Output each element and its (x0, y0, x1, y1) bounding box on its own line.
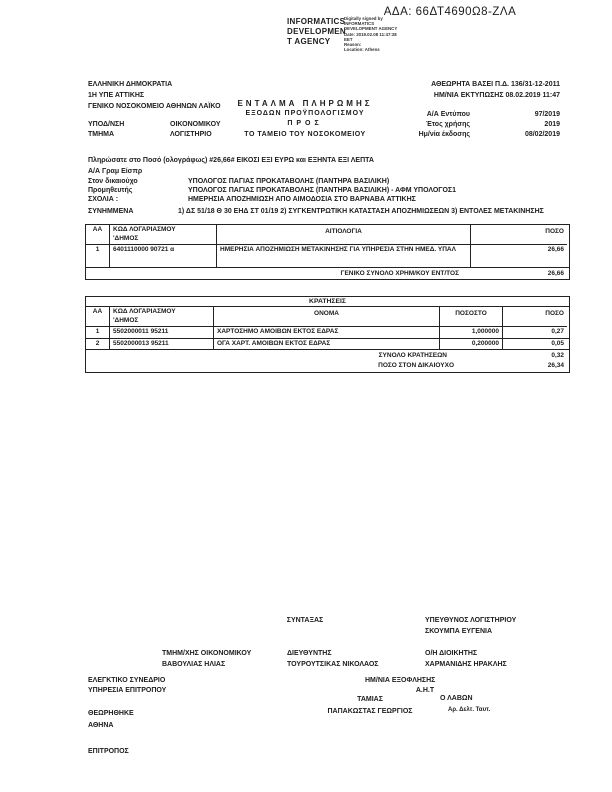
col-amount: ΠΟΣΟ (503, 307, 567, 327)
receiver-id-label: Αρ. Δελτ. Ταυτ. (448, 707, 491, 713)
governor-label: Ο/Η ΔΙΟΙΚΗΤΗΣ (425, 650, 478, 657)
department-value: ΛΟΓΙΣΤΗΡΙΟ (170, 131, 212, 138)
deduction-row-aa: 2 (86, 339, 110, 350)
deductions-title: ΚΡΑΤΗΣΕΙΣ (86, 297, 569, 307)
expense-total-label: ΓΕΝΙΚΟ ΣΥΝΟΛΟ ΧΡΗΜ/ΚΟΥ ΕΝΤ/ΤΟΣ (340, 270, 459, 277)
col-percentage: ΠΟΣΟΣΤΟ (440, 307, 503, 327)
accounting-head-label: ΥΠΕΥΘΥΝΟΣ ΛΟΓΙΣΤΗΡΙΟΥ (425, 617, 517, 624)
signature-stamp-agency: INFORMATICS DEVELOPMEN T AGENCY (287, 17, 347, 46)
deduction-row-code: 5502000013 95211 (110, 339, 214, 350)
col-amount: ΠΟΣΟ (471, 225, 567, 245)
deduction-row-name: ΟΓΑ ΧΑΡΤ. ΑΜΟΙΒΩΝ ΕΚΤΟΣ ΕΔΡΑΣ (214, 339, 440, 350)
deduction-row-aa: 1 (86, 327, 110, 338)
audit-court-line1: ΕΛΕΓΚΤΙΚΟ ΣΥΝΕΔΡΙΟ (88, 677, 166, 684)
finance-section-head-name: ΒΑΒΟΥΛΙΑΣ ΗΛΙΑΣ (162, 661, 226, 668)
supplier-value: ΥΠΟΛΟΓΟΣ ΠΑΓΙΑΣ ΠΡΟΚΑΤΑΒΟΛΗΣ (ΠΑΝΤΗΡΑ ΒΑ… (188, 187, 457, 194)
governor-name: ΧΑΡΜΑΝΙΔΗΣ ΗΡΑΚΛΗΣ (425, 661, 507, 668)
payoff-date-label: ΗΜ/ΝΙΑ ΕΞΟΦΛΗΣΗΣ (365, 677, 436, 684)
subdirectorate-value: ΟΙΚΟΝΟΜΙΚΟΥ (170, 121, 221, 128)
deduction-row-name: ΧΑΡΤΟΣΗΜΟ ΑΜΟΙΒΩΝ ΕΚΤΟΣ ΕΔΡΑΣ (214, 327, 440, 338)
col-aa: ΑΑ (86, 307, 110, 327)
expense-total-box: ΓΕΝΙΚΟ ΣΥΝΟΛΟ ΧΡΗΜ/ΚΟΥ ΕΝΤ/ΤΟΣ 26,66 (85, 267, 570, 280)
col-justification: ΑΙΤΙΟΛΟΓΙΑ (217, 225, 471, 245)
deduction-row-pct: 0,200000 (440, 339, 503, 350)
finance-section-head-label: ΤΜΗΜ/ΧΗΣ ΟΙΚΟΝΟΜΙΚΟΥ (162, 650, 252, 657)
comments-value: ΗΜΕΡΗΣΙΑ ΑΠΟΖΗΜΙΩΣΗ ΑΠΟ ΑΙΜΟΔΟΣΙΑ ΣΤΟ ΒΑ… (188, 196, 416, 203)
deduction-row-amount: 0,05 (551, 340, 564, 347)
deductions-table: ΚΡΑΤΗΣΕΙΣ ΑΑ ΚΩΔ ΛΟΓΑΡΙΑΣΜΟΥ 'ΔΗΜΟΣ ΟΝΟΜ… (85, 296, 570, 351)
drafter-label: ΣΥΝΤΑΞΑΣ (286, 617, 324, 624)
cashier-name: ΠΑΠΑΚΩΣΤΑΣ ΓΕΩΡΓΙΟΣ (327, 708, 413, 715)
deduction-row: 1 5502000011 95211 ΧΑΡΤΟΣΗΜΟ ΑΜΟΙΒΩΝ ΕΚΤ… (86, 327, 569, 339)
expense-row-aa: 1 (86, 245, 110, 268)
deductions-total-value: 0,32 (551, 352, 564, 359)
cashier-label: ΤΑΜΙΑΣ (357, 696, 383, 703)
col-account-code: ΚΩΔ ΛΟΓΑΡΙΑΣΜΟΥ 'ΔΗΜΟΣ (110, 225, 217, 245)
expense-row-code: 6401110000 90721 α (110, 245, 217, 268)
signature-stamp-details: Digitally signed by INFORMATICS DEVELOPM… (344, 16, 398, 53)
expense-table-header: ΑΑ ΚΩΔ ΛΟΓΑΡΙΑΣΜΟΥ 'ΔΗΜΟΣ ΑΙΤΙΟΛΟΓΙΑ ΠΟΣ… (86, 225, 569, 245)
expense-table: ΑΑ ΚΩΔ ΛΟΓΑΡΙΑΣΜΟΥ 'ΔΗΜΟΣ ΑΙΤΙΟΛΟΓΙΑ ΠΟΣ… (85, 224, 570, 269)
deduction-row-amount: 0,27 (551, 328, 564, 335)
fiscal-year-value: 2019 (544, 121, 560, 128)
deduction-row-code: 5502000011 95211 (110, 327, 214, 338)
pros-label: ΠΡΟΣ (287, 120, 323, 127)
untheorised-note: ΑΘΕΩΡΗΤΑ ΒΑΣΕΙ Π.Δ. 136/31-12-2011 (431, 81, 560, 88)
payoff-date-value: Α.Η.Τ (415, 687, 435, 694)
deduction-row-pct: 1,000000 (440, 327, 503, 338)
net-amount-value: 26,34 (547, 362, 564, 369)
expense-row: 1 6401110000 90721 α ΗΜΕΡΗΣΙΑ ΑΠΟΖΗΜΙΩΣΗ… (86, 245, 569, 268)
ada-number: ΑΔΑ: 66ΔΤ4690Ω8-ΖΛΑ (383, 6, 517, 18)
org-name-line2: 1Η ΥΠΕ ΑΤΤΙΚΗΣ (88, 92, 145, 99)
director-name: ΤΟΥΡΟΥΤΣΙΚΑΣ ΝΙΚΟΛΑΟΣ (287, 661, 379, 668)
deductions-total-label: ΣΥΝΟΛΟ ΚΡΑΤΗΣΕΩΝ (378, 352, 447, 359)
director-label: ΔΙΕΥΘΥΝΤΗΣ (287, 650, 332, 657)
org-name-line1: ΕΛΛΗΝΙΚΗ ΔΗΜΟΚΡΑΤΙΑ (88, 81, 173, 88)
form-number-value: 97/2019 (534, 111, 560, 118)
org-name-line3: ΓΕΝΙΚΟ ΝΟΣΟΚΟΜΕΙΟ ΑΘΗΝΩΝ ΛΑΪΚΟ (88, 103, 221, 110)
receipt-serial-label: Α/Α Γραμ Είσπρ (88, 168, 143, 175)
expense-row-desc: ΗΜΕΡΗΣΙΑ ΑΠΟΖΗΜΙΩΣΗ ΜΕΤΑΚΙΝΗΣΗΣ ΓΙΑ ΥΠΗΡ… (217, 245, 471, 268)
approved-stamp-label: ΘΕΩΡΗΘΗΚΕ (88, 710, 134, 717)
fiscal-year-label: Έτος χρήσης (425, 121, 470, 128)
issue-date-value: 08/02/2019 (524, 131, 560, 138)
document-title: ΕΝΤΑΛΜΑ ΠΛΗΡΩΜΗΣ (237, 99, 373, 108)
col-aa: ΑΑ (86, 225, 110, 245)
col-account-code: ΚΩΔ ΛΟΓΑΡΙΑΣΜΟΥ 'ΔΗΜΟΣ (110, 307, 214, 327)
attachments-label: ΣΥΝΗΜΜΕΝΑ (88, 208, 134, 215)
city-label: ΑΘΗΝΑ (88, 722, 114, 729)
beneficiary-value: ΥΠΟΛΟΓΟΣ ΠΑΓΙΑΣ ΠΡΟΚΑΤΑΒΟΛΗΣ (ΠΑΝΤΗΡΑ ΒΑ… (188, 178, 390, 185)
document-subtitle: ΕΞΟΔΩΝ ΠΡΟΫΠΟΛΟΓΙΣΜΟΥ (245, 110, 365, 117)
supplier-label: Προμηθευτής (88, 187, 133, 194)
print-date: ΗΜ/ΝΙΑ ΕΚΤΥΠΩΣΗΣ 08.02.2019 11:47 (433, 92, 560, 99)
amount-in-words-line: Πληρώσατε στο Ποσό (ολογράφως) #26,66# Ε… (88, 157, 374, 164)
deductions-total-box: ΣΥΝΟΛΟ ΚΡΑΤΗΣΕΩΝ 0,32 ΠΟΣΟ ΣΤΟΝ ΔΙΚΑΙΟΥΧ… (85, 349, 570, 373)
expense-row-amount: 26,66 (547, 246, 564, 253)
deductions-table-header: ΑΑ ΚΩΔ ΛΟΓΑΡΙΑΣΜΟΥ 'ΔΗΜΟΣ ΟΝΟΜΑ ΠΟΣΟΣΤΟ … (86, 307, 569, 327)
department-label: ΤΜΗΜΑ (88, 131, 115, 138)
commissioner-label: ΕΠΙΤΡΟΠΟΣ (88, 748, 129, 755)
receiver-label: Ο ΛΑΒΩΝ (440, 695, 473, 702)
attachments-value: 1) ΔΣ 51/18 Θ 30 ΕΗΔ ΣΤ 01/19 2) ΣΥΓΚΕΝΤ… (178, 208, 544, 215)
col-name: ΟΝΟΜΑ (214, 307, 440, 327)
issue-date-label: Ημ/νία έκδοσης (418, 131, 470, 138)
treasury-recipient: ΤΟ ΤΑΜΕΙΟ ΤΟΥ ΝΟΣΟΚΟΜΕΙΟΥ (244, 131, 366, 138)
expense-total-value: 26,66 (547, 270, 564, 277)
deduction-row: 2 5502000013 95211 ΟΓΑ ΧΑΡΤ. ΑΜΟΙΒΩΝ ΕΚΤ… (86, 339, 569, 350)
form-number-label: Α/Α Εντύπου (426, 111, 470, 118)
subdirectorate-label: ΥΠΟΔ/ΝΣΗ (88, 121, 125, 128)
net-amount-label: ΠΟΣΟ ΣΤΟΝ ΔΙΚΑΙΟΥΧΟ (378, 362, 454, 369)
audit-court-line2: ΥΠΗΡΕΣΙΑ ΕΠΙΤΡΟΠΟΥ (88, 687, 167, 694)
comments-label: ΣΧΟΛΙΑ : (88, 196, 119, 203)
accounting-head-name: ΣΚΟΥΜΠΑ ΕΥΓΕΝΙΑ (425, 628, 493, 635)
beneficiary-label: Στον δικαιούχο (88, 178, 138, 185)
